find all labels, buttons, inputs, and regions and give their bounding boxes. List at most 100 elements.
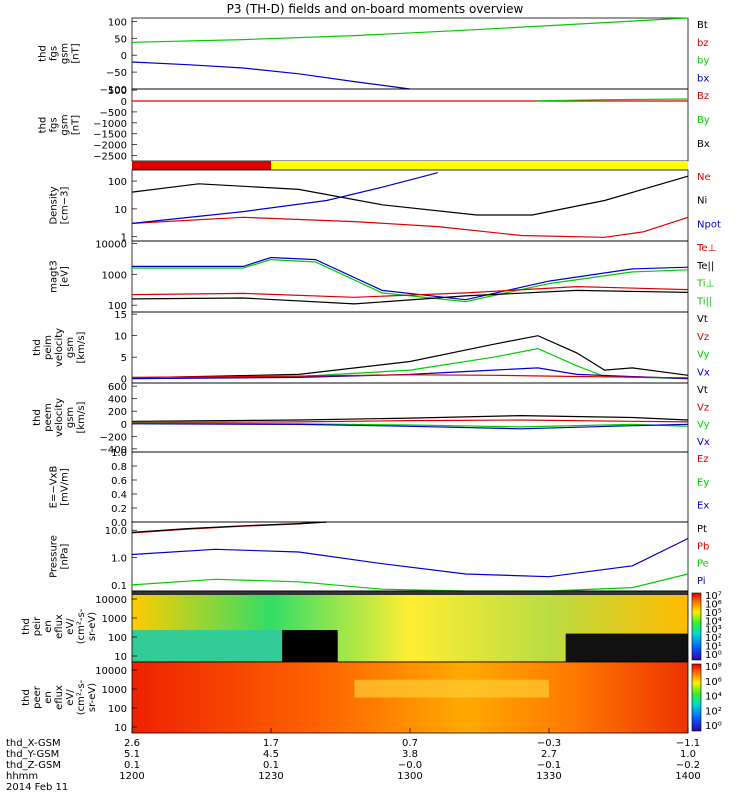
- xaxis-value: 0.7: [402, 738, 418, 749]
- y-axis-label: sr-eV): [87, 612, 98, 641]
- y-axis-label: gsm: [65, 337, 76, 358]
- colorbar-tick-label: 10⁸: [705, 662, 722, 673]
- xaxis-value: 1330: [536, 771, 561, 782]
- legend-Vz: Vz: [697, 332, 709, 343]
- y-axis-label: Density: [49, 186, 60, 224]
- y-axis-label: [nT]: [71, 115, 82, 135]
- y-tick-label: 1.0: [111, 448, 127, 459]
- xaxis-row-label: hhmm: [6, 771, 38, 782]
- y-tick-label: −100: [100, 85, 127, 96]
- y-axis-label: gsm: [60, 114, 71, 135]
- y-tick-label: 100: [108, 301, 127, 312]
- y-tick-label: 0.0: [111, 518, 127, 529]
- y-tick-label: −500: [100, 108, 127, 119]
- series-Vx: [131, 423, 689, 430]
- y-tick-label: 0.1: [111, 581, 127, 592]
- y-axis-label: magt3: [49, 260, 60, 293]
- legend-Npot: Npot: [697, 219, 721, 230]
- xaxis-value: −0.0: [398, 760, 422, 771]
- xaxis-value: 3.8: [402, 749, 418, 760]
- mode-bar-segment: [132, 161, 271, 170]
- y-tick-label: 10.0: [105, 526, 127, 537]
- y-axis-label: gsm: [65, 407, 76, 428]
- series-Vy: [131, 422, 689, 428]
- series-Ti||: [132, 258, 689, 303]
- series-Ni: [131, 175, 689, 216]
- y-axis-label: eflux: [54, 614, 65, 639]
- heatmap-bright-band: [354, 679, 549, 698]
- y-tick-label: 10: [114, 205, 127, 216]
- y-tick-label: 5: [121, 353, 127, 364]
- series-Te⊥: [131, 285, 689, 298]
- legend-Ne: Ne: [697, 172, 711, 183]
- y-tick-label: 100: [108, 17, 127, 28]
- xaxis-value: −0.3: [537, 738, 561, 749]
- series-Pi: [131, 537, 689, 578]
- y-tick-label: 100: [108, 177, 127, 188]
- y-axis-label: eV/: [65, 689, 76, 706]
- y-tick-label: −400: [100, 445, 127, 456]
- series-by: [131, 17, 689, 43]
- legend-Vx: Vx: [697, 367, 710, 378]
- legend-Ti⊥: Ti⊥: [696, 279, 714, 290]
- y-axis-label: thd: [21, 689, 32, 706]
- heatmap-nodata-region: [565, 633, 688, 662]
- legend-Bt: Bt: [697, 20, 708, 31]
- legend-Te||: Te||: [696, 261, 714, 272]
- y-axis-label: thd: [32, 409, 43, 426]
- colorbar-tick-label: 10³: [705, 625, 722, 636]
- legend-Ey: Ey: [697, 477, 709, 488]
- y-axis-label: (cm²-s-: [76, 608, 87, 644]
- legend-By: By: [697, 115, 710, 126]
- y-tick-label: 10: [114, 652, 127, 663]
- y-axis-label: thd: [38, 45, 49, 62]
- y-tick-label: 0: [121, 97, 127, 108]
- y-tick-label: −50: [106, 68, 127, 79]
- y-axis-label: fgs: [49, 117, 60, 132]
- y-axis-label: (cm²-s-: [76, 679, 87, 715]
- panel-density: 100 10 1 Density [cm−3] Ne Ni Npot: [49, 169, 721, 244]
- y-axis-label: peim: [43, 335, 54, 360]
- y-tick-label: −1000: [93, 119, 127, 130]
- y-axis-label: eV/: [65, 618, 76, 635]
- legend-Te⊥: Te⊥: [696, 243, 716, 254]
- y-tick-label: −2500: [93, 152, 127, 163]
- legend-Pi: Pi: [697, 576, 706, 587]
- legend-Vx: Vx: [697, 437, 710, 448]
- y-tick-label: 400: [108, 395, 127, 406]
- y-tick-label: 0: [121, 375, 127, 386]
- xaxis-value: 1300: [397, 771, 422, 782]
- colorbar-tick-label: 10¹: [705, 642, 722, 653]
- y-tick-label: 1.0: [111, 554, 127, 565]
- y-axis-label: en: [43, 691, 54, 704]
- figure-title: P3 (TH-D) fields and on-board moments ov…: [227, 2, 524, 16]
- y-axis-label: gsm: [60, 43, 71, 64]
- y-tick-label: 0.2: [111, 504, 127, 515]
- y-tick-label: 500: [108, 86, 127, 97]
- series-Te||: [131, 289, 689, 305]
- y-axis-label: peir: [32, 616, 43, 636]
- colorbar-tick-label: 10⁴: [705, 616, 722, 627]
- panel-mode_bar: [132, 161, 688, 170]
- y-tick-label: 10000: [95, 595, 127, 606]
- y-tick-label: 10: [114, 332, 127, 343]
- legend-Vy: Vy: [697, 350, 710, 361]
- xaxis-value: 5.1: [124, 749, 140, 760]
- heatmap-nodata-region: [282, 630, 338, 662]
- y-axis-label: [mV/m]: [60, 468, 71, 506]
- legend-Vy: Vy: [697, 420, 710, 431]
- legend-Pb: Pb: [697, 541, 709, 552]
- series-Pe: [131, 573, 689, 592]
- legend-Ex: Ex: [697, 501, 709, 512]
- mode-bar-segment: [271, 161, 688, 170]
- series-Ne: [131, 216, 689, 238]
- y-tick-label: 10000: [95, 239, 127, 250]
- y-tick-label: −2000: [93, 141, 127, 152]
- y-tick-label: 10000: [95, 666, 127, 677]
- xaxis-row-label: thd_X-GSM: [6, 738, 61, 749]
- legend-Ez: Ez: [697, 454, 709, 465]
- y-tick-label: 0.8: [111, 462, 127, 473]
